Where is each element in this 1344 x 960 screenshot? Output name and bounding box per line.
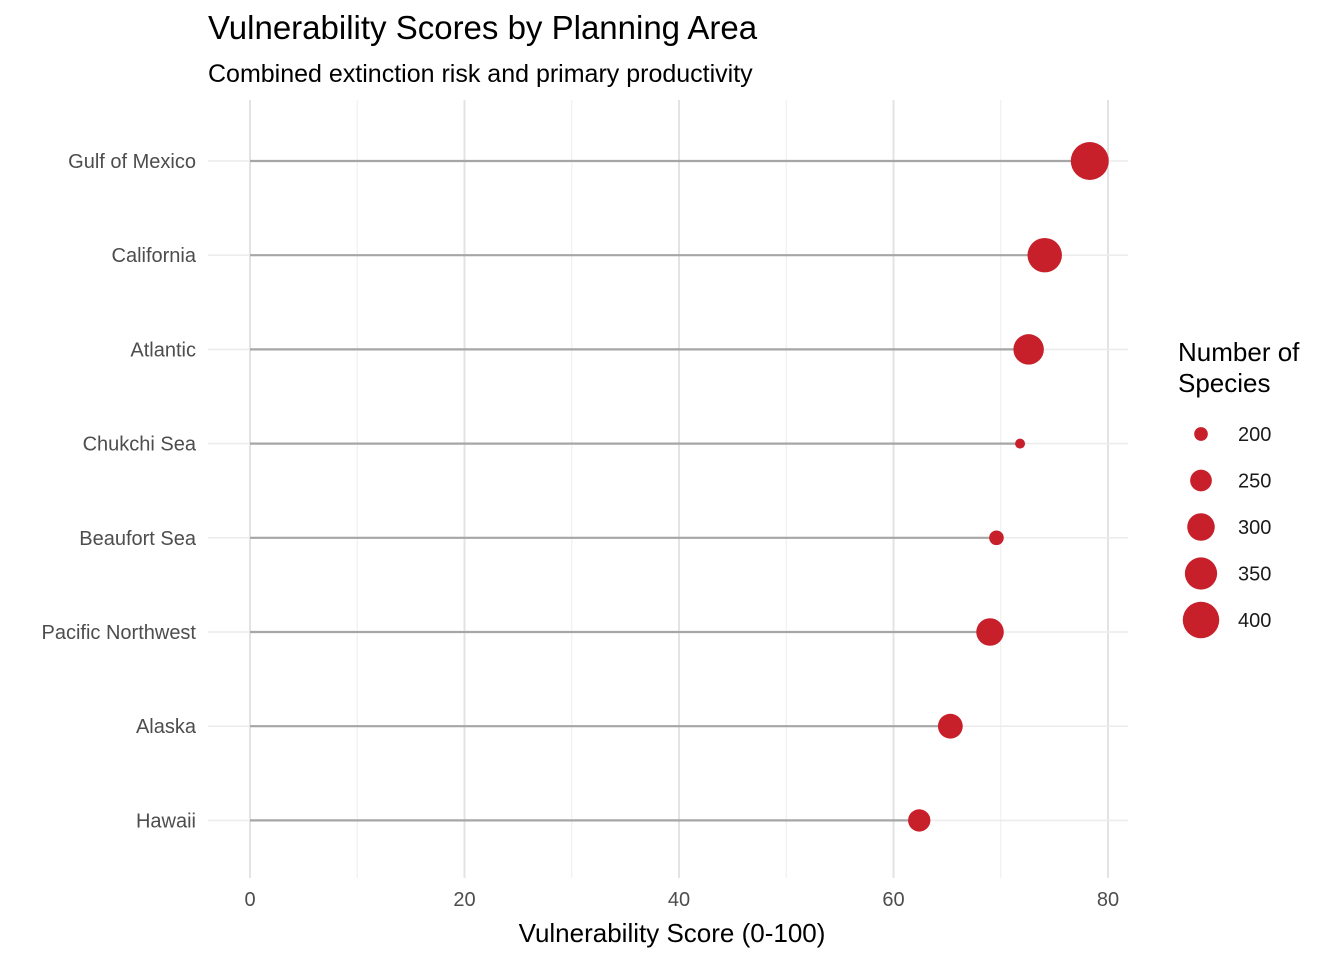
category-label: Alaska xyxy=(136,716,197,738)
legend-label: 200 xyxy=(1238,424,1271,446)
data-point xyxy=(989,530,1004,546)
x-tick-label: 40 xyxy=(668,889,690,911)
category-labels: Gulf of Mexico California Atlantic Chukchi … xyxy=(42,151,197,832)
category-label: Beaufort Sea xyxy=(79,528,197,550)
stems xyxy=(250,159,1090,822)
x-tick-labels: 0 20 40 60 80 xyxy=(244,889,1119,911)
data-point xyxy=(1015,438,1026,449)
legend-title-line: Number of xyxy=(1178,337,1300,367)
x-tick-label: 0 xyxy=(244,889,255,911)
points xyxy=(908,142,1109,832)
category-label: Pacific Northwest xyxy=(42,622,197,644)
legend-label: 400 xyxy=(1238,610,1271,632)
legend-label: 250 xyxy=(1238,471,1271,493)
chart-subtitle: Combined extinction risk and primary pro… xyxy=(208,60,753,88)
data-point xyxy=(937,713,963,739)
legend-key xyxy=(1182,601,1220,639)
legend-label: 350 xyxy=(1238,564,1271,586)
legend-label: 300 xyxy=(1238,517,1271,539)
grid-lines xyxy=(208,100,1128,878)
data-point xyxy=(908,809,931,832)
category-label: Gulf of Mexico xyxy=(68,151,196,173)
legend-key xyxy=(1187,513,1215,541)
x-axis-title: Vulnerability Score (0-100) xyxy=(519,918,826,948)
legend-key xyxy=(1194,427,1208,441)
category-label: Atlantic xyxy=(130,339,196,361)
data-point xyxy=(1070,142,1109,180)
data-point xyxy=(1013,334,1044,365)
category-label: Hawaii xyxy=(136,810,196,832)
x-tick-label: 60 xyxy=(882,889,904,911)
legend-key xyxy=(1184,557,1218,590)
data-point xyxy=(1027,237,1062,273)
data-point xyxy=(976,618,1004,646)
x-tick-label: 20 xyxy=(453,889,475,911)
legend-title-line: Species xyxy=(1178,368,1271,398)
category-label: Chukchi Sea xyxy=(83,434,197,456)
chart-title: Vulnerability Scores by Planning Area xyxy=(208,9,758,46)
x-tick-label: 80 xyxy=(1097,889,1119,911)
category-label: California xyxy=(112,245,197,267)
legend-key xyxy=(1190,469,1212,492)
